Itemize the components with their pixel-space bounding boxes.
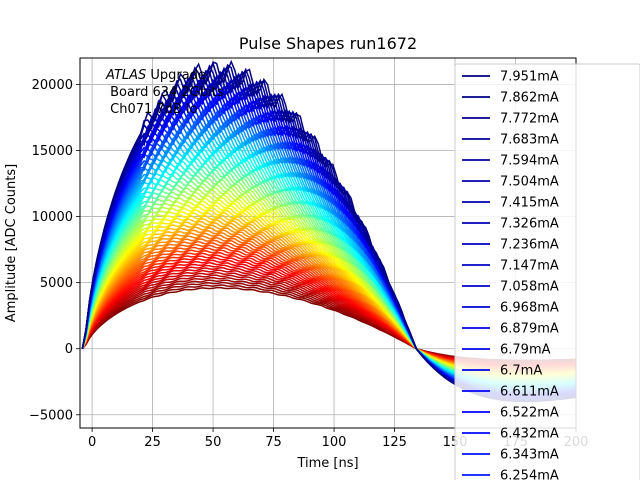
x-tick-label: 25 [144, 435, 161, 450]
annotation-upgrade: Upgrade [146, 68, 206, 83]
legend-frame [454, 63, 640, 480]
annotation-line-1: ATLAS Upgrade [105, 68, 206, 83]
legend-label: 6.79mA [500, 343, 551, 358]
y-tick-label: 0 [65, 342, 73, 357]
legend-label: 7.147mA [500, 259, 559, 274]
y-tick-label: 20000 [32, 78, 73, 93]
x-tick-label: 0 [88, 435, 96, 450]
legend-label: 6.7mA [500, 364, 542, 379]
annotation-atlas: ATLAS [105, 68, 146, 83]
legend-label: 7.236mA [500, 238, 559, 253]
atlas-annotation: ATLAS Upgrade Board 634 2Gbits Ch071 7dB… [105, 68, 224, 117]
legend-label: 7.683mA [500, 133, 559, 148]
legend: 7.951mA 7.862mA 7.772mA 7.683mA 7.594mA 7.504… [454, 63, 640, 480]
legend-label: 7.058mA [500, 280, 559, 295]
y-tick-label: 10000 [32, 210, 73, 225]
legend-label: 6.611mA [500, 385, 559, 400]
y-tick-label: 15000 [32, 144, 73, 159]
y-tick-label: −5000 [29, 408, 73, 423]
x-tick-label: 100 [322, 435, 347, 450]
legend-label: 6.254mA [500, 469, 559, 480]
legend-label: 7.772mA [500, 112, 559, 127]
chart-title: Pulse Shapes run1672 [239, 34, 417, 53]
legend-label: 6.968mA [500, 301, 559, 316]
legend-label: 7.415mA [500, 196, 559, 211]
y-tick-label: 5000 [40, 276, 73, 291]
annotation-line-2: Board 634 2Gbits [106, 85, 224, 100]
legend-label: 6.879mA [500, 322, 559, 337]
legend-label: 7.504mA [500, 175, 559, 190]
y-axis-label: Amplitude [ADC Counts] [4, 164, 19, 322]
x-tick-label: 50 [205, 435, 222, 450]
legend-label: 6.432mA [500, 427, 559, 442]
legend-label: 7.951mA [500, 70, 559, 85]
x-tick-label: 125 [382, 435, 407, 450]
annotation-line-3: Ch071 7dB lo [106, 102, 198, 117]
x-axis-label: Time [ns] [296, 456, 358, 471]
legend-label: 7.326mA [500, 217, 559, 232]
legend-label: 6.522mA [500, 406, 559, 421]
legend-label: 6.343mA [500, 448, 559, 463]
legend-label: 7.862mA [500, 91, 559, 106]
x-tick-label: 75 [265, 435, 282, 450]
legend-label: 7.594mA [500, 154, 559, 169]
